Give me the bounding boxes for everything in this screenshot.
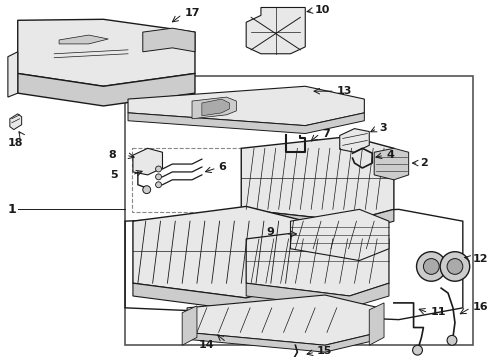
Polygon shape bbox=[133, 283, 305, 311]
Circle shape bbox=[155, 182, 161, 188]
Text: 6: 6 bbox=[218, 162, 226, 172]
Polygon shape bbox=[241, 136, 393, 221]
Polygon shape bbox=[202, 99, 229, 116]
Text: 4: 4 bbox=[385, 150, 393, 160]
Text: 11: 11 bbox=[429, 307, 445, 317]
Text: 16: 16 bbox=[472, 302, 488, 312]
Text: 14: 14 bbox=[199, 340, 214, 350]
Polygon shape bbox=[133, 148, 162, 175]
Circle shape bbox=[439, 252, 469, 281]
Text: 1: 1 bbox=[8, 203, 17, 216]
Text: 3: 3 bbox=[378, 123, 386, 132]
Circle shape bbox=[142, 186, 150, 194]
Polygon shape bbox=[128, 86, 364, 126]
Circle shape bbox=[423, 258, 438, 274]
Text: 12: 12 bbox=[472, 253, 487, 264]
Circle shape bbox=[446, 336, 456, 345]
Polygon shape bbox=[339, 129, 368, 152]
Polygon shape bbox=[133, 206, 305, 298]
Polygon shape bbox=[182, 306, 197, 345]
Bar bbox=[125, 76, 472, 345]
Polygon shape bbox=[245, 226, 388, 296]
Polygon shape bbox=[192, 97, 236, 119]
Polygon shape bbox=[8, 52, 18, 97]
Polygon shape bbox=[373, 148, 408, 180]
Polygon shape bbox=[18, 73, 195, 106]
Polygon shape bbox=[245, 283, 388, 308]
Text: 8: 8 bbox=[108, 150, 116, 160]
Text: 13: 13 bbox=[336, 86, 351, 96]
Polygon shape bbox=[10, 114, 21, 130]
Polygon shape bbox=[59, 35, 108, 44]
Text: 10: 10 bbox=[314, 5, 330, 15]
Polygon shape bbox=[18, 19, 195, 86]
Polygon shape bbox=[128, 113, 364, 134]
Circle shape bbox=[416, 252, 445, 281]
Text: 5: 5 bbox=[110, 170, 118, 180]
Text: 15: 15 bbox=[316, 346, 332, 356]
Text: 7: 7 bbox=[321, 129, 329, 139]
Bar bbox=[132, 148, 318, 212]
Circle shape bbox=[155, 174, 161, 180]
Polygon shape bbox=[241, 210, 393, 234]
Polygon shape bbox=[290, 210, 388, 261]
Circle shape bbox=[446, 258, 462, 274]
Text: 18: 18 bbox=[8, 138, 23, 148]
Polygon shape bbox=[142, 28, 195, 52]
Text: 2: 2 bbox=[420, 158, 427, 168]
Circle shape bbox=[155, 166, 161, 172]
Polygon shape bbox=[245, 8, 305, 54]
Polygon shape bbox=[187, 295, 378, 345]
Polygon shape bbox=[187, 332, 378, 352]
Text: 9: 9 bbox=[265, 227, 273, 237]
Text: 17: 17 bbox=[185, 8, 200, 18]
Circle shape bbox=[412, 345, 422, 355]
Polygon shape bbox=[368, 303, 383, 345]
